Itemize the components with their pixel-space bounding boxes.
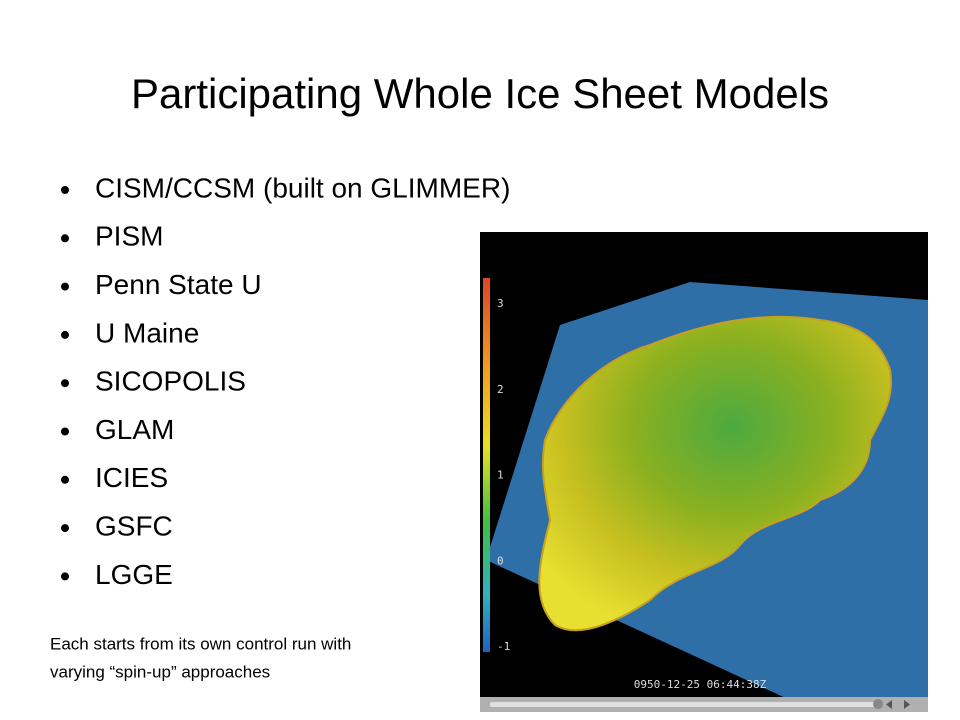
colorbar-label: 0 <box>497 554 504 567</box>
bullet-dot <box>61 282 69 291</box>
bullet-text: CISM/CCSM (built on GLIMMER) <box>95 172 510 203</box>
caption-line: Each starts from its own control run wit… <box>50 634 351 653</box>
caption: Each starts from its own control run wit… <box>50 634 351 681</box>
colorbar-labels: 3 2 1 0 -1 <box>497 297 510 653</box>
bullet-text: GSFC <box>95 510 173 541</box>
bullet-text: SICOPOLIS <box>95 366 246 397</box>
bullet-dot <box>61 572 69 581</box>
video-forward[interactable] <box>904 700 910 709</box>
bullet-list: CISM/CCSM (built on GLIMMER) PISM Penn Sta… <box>61 172 510 590</box>
bullet-dot <box>61 186 69 194</box>
bullet-text: U Maine <box>95 317 199 348</box>
video-progress[interactable] <box>490 702 880 707</box>
colorbar-label: 2 <box>497 383 504 396</box>
video-rewind[interactable] <box>886 700 892 709</box>
bullet-dot <box>61 330 69 339</box>
colorbar-label: 1 <box>497 469 504 482</box>
bullet-dot <box>61 427 69 436</box>
slide-title: Participating Whole Ice Sheet Models <box>131 70 829 117</box>
bullet-text: LGGE <box>95 559 173 590</box>
colorbar-label: -1 <box>497 640 510 653</box>
bullet-text: PISM <box>95 221 163 252</box>
bullet-text: ICIES <box>95 462 168 493</box>
bullet-dot <box>61 475 69 484</box>
bullet-dot <box>61 524 69 533</box>
colorbar <box>483 278 490 652</box>
ice-sheet <box>538 315 892 632</box>
video-timestamp: 0950-12-25 06:44:38Z <box>634 678 767 691</box>
bullet-dot <box>61 379 69 388</box>
bullet-text: Penn State U <box>95 269 262 300</box>
video-scrubber[interactable] <box>873 699 883 709</box>
video-panel: 3 2 1 0 -1 0950-12-25 06:44:38Z <box>480 232 928 712</box>
bullet-dot <box>61 234 69 243</box>
caption-line: varying “spin-up” approaches <box>50 662 270 681</box>
bullet-text: GLAM <box>95 414 174 445</box>
colorbar-label: 3 <box>497 297 504 310</box>
